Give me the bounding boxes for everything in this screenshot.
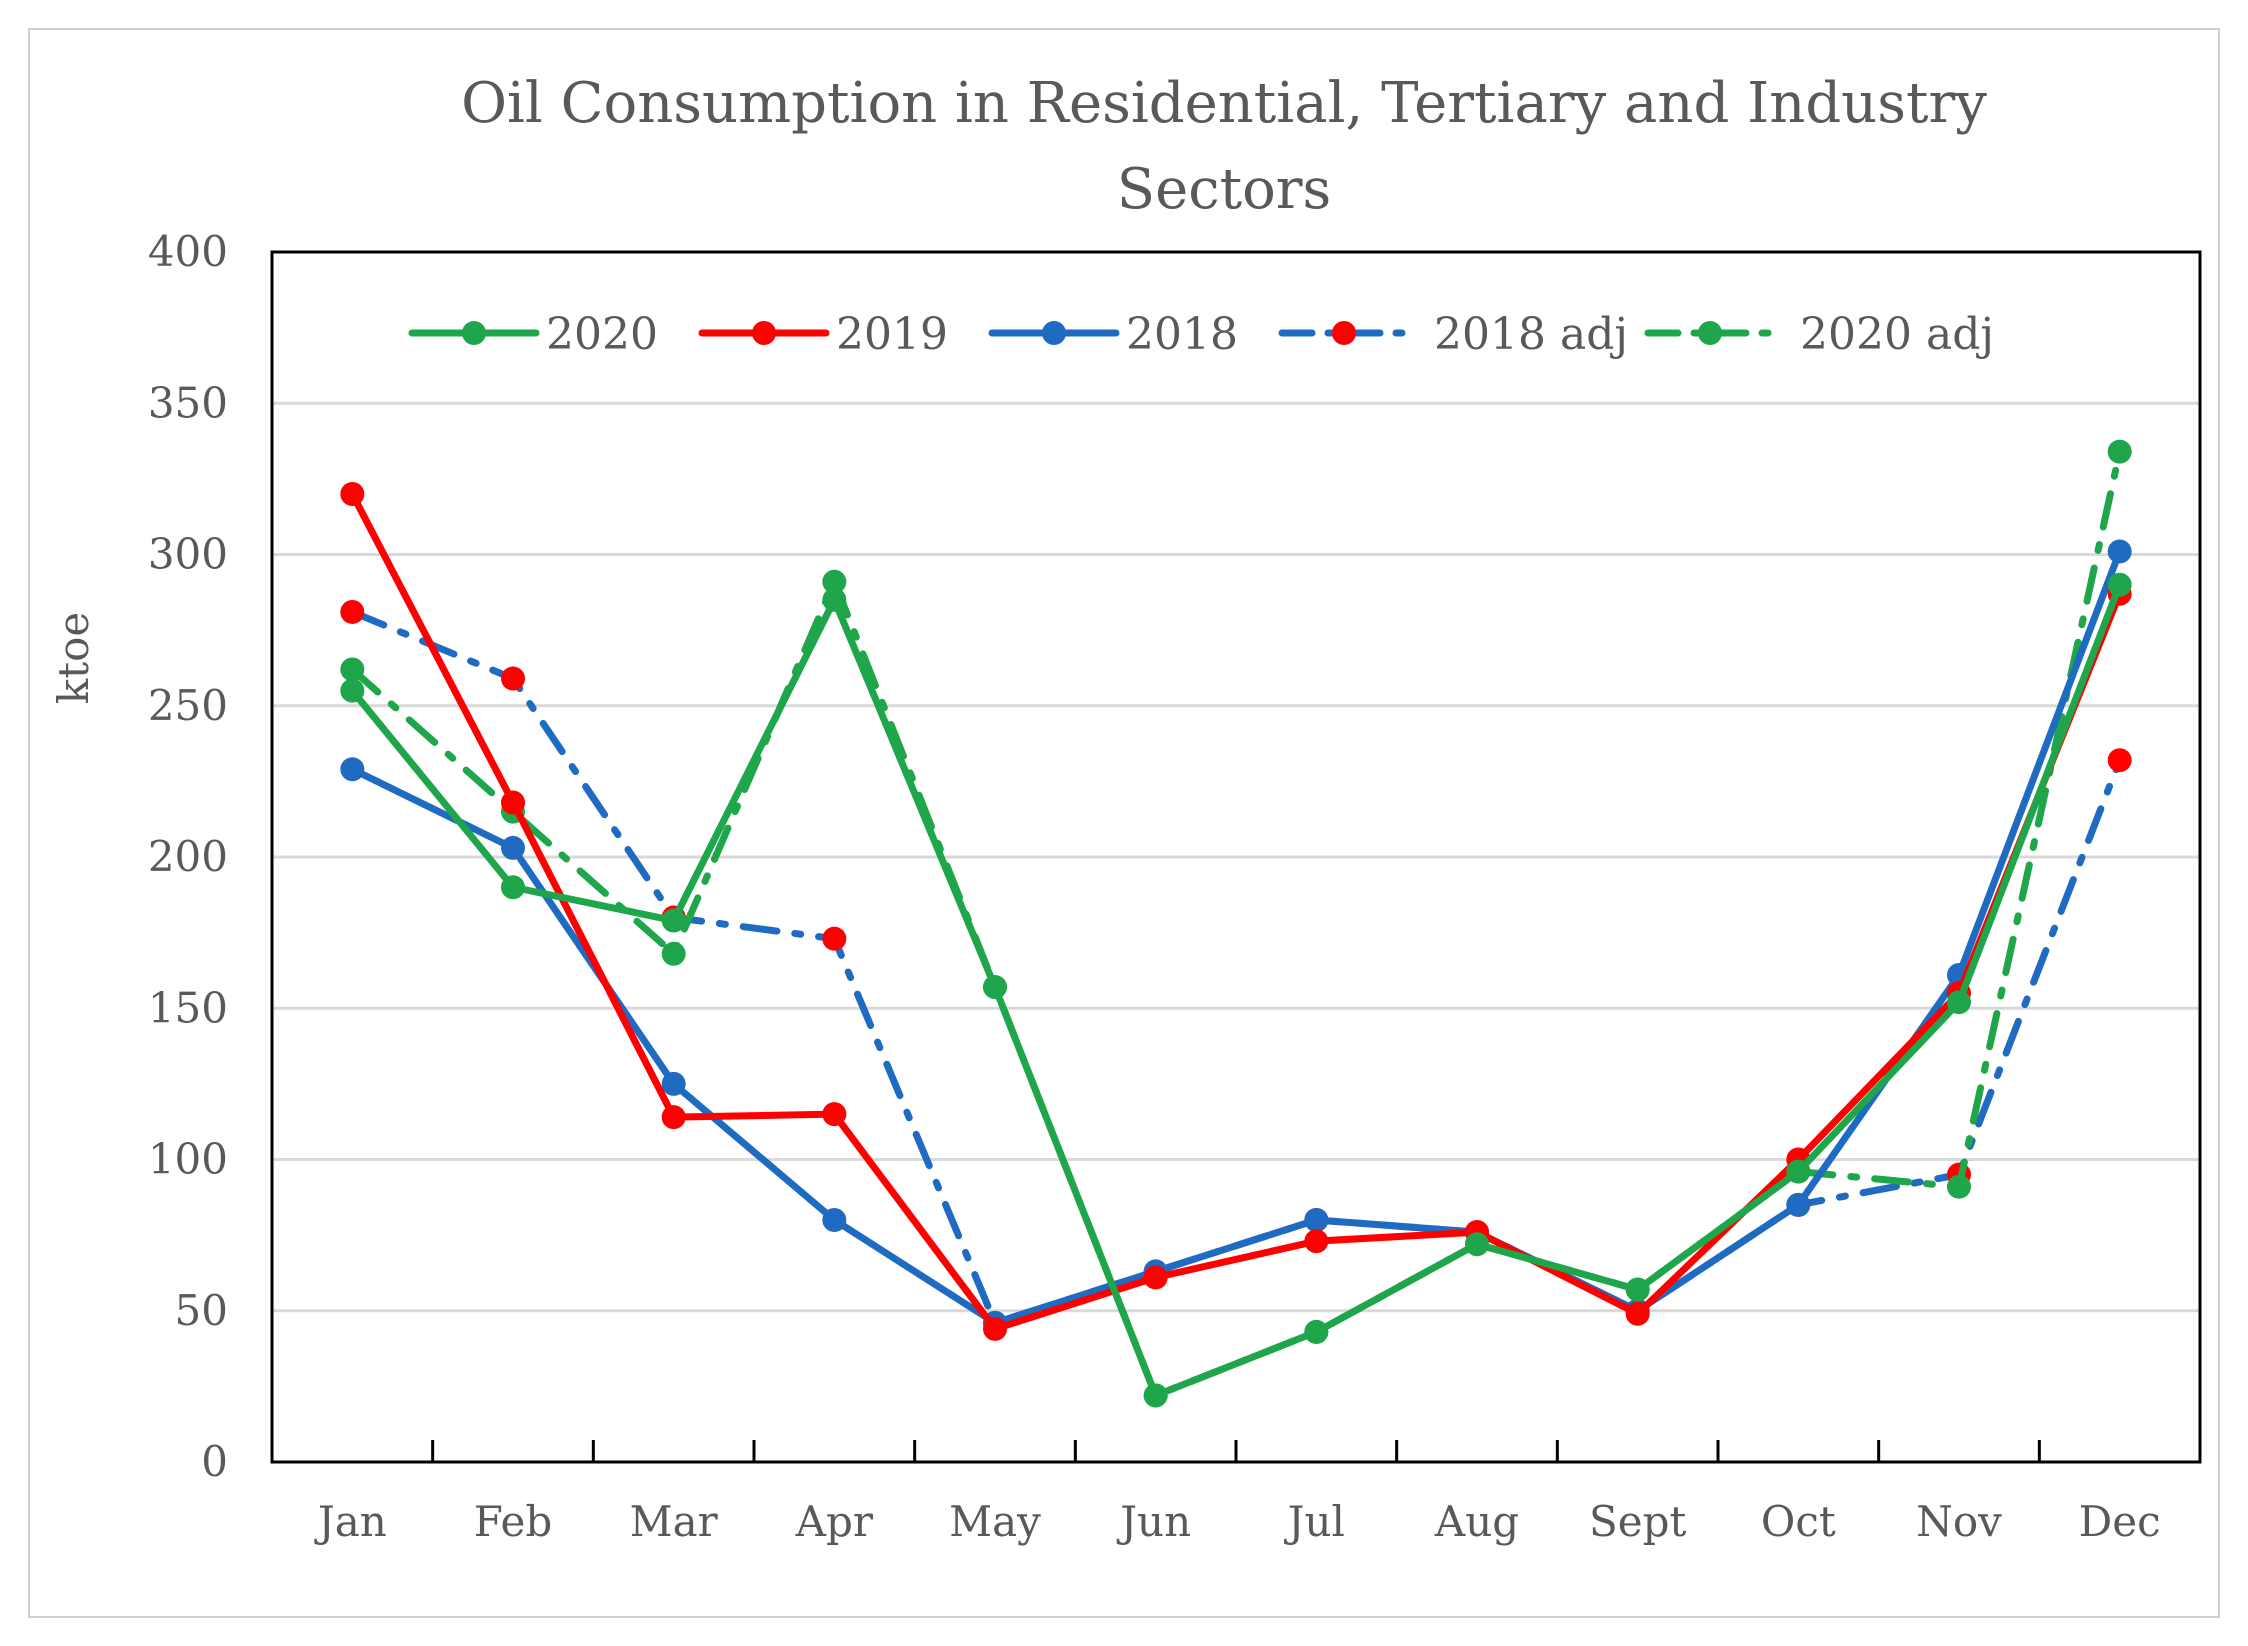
legend-label-2019: 2019 bbox=[836, 309, 948, 360]
data-point-2020-oct bbox=[1786, 1159, 1811, 1184]
legend-marker-2018-adj bbox=[1332, 321, 1356, 345]
data-point-2019-may bbox=[983, 1316, 1007, 1341]
legend-marker-2020 bbox=[462, 321, 486, 345]
data-point-2018-mar bbox=[661, 1071, 686, 1096]
x-tick-label-apr: Apr bbox=[795, 1497, 874, 1546]
data-point-2019-sept bbox=[1625, 1301, 1650, 1326]
legend-item-2019: 2019 bbox=[698, 309, 948, 360]
data-point-2018-adj-dec bbox=[2107, 748, 2132, 773]
data-point-2020-feb bbox=[501, 875, 525, 900]
legend-label-2020: 2020 bbox=[546, 309, 658, 360]
x-tick-label-mar: Mar bbox=[630, 1497, 719, 1546]
legend-marker-2020-adj bbox=[1698, 321, 1722, 345]
y-tick-label-0: 0 bbox=[201, 1437, 228, 1486]
data-point-2020-sept bbox=[1625, 1277, 1650, 1302]
y-tick-label-150: 150 bbox=[148, 983, 228, 1032]
data-point-2020-adj-mar bbox=[661, 941, 686, 966]
x-tick-label-nov: Nov bbox=[1916, 1497, 2002, 1546]
legend-label-2020-adj: 2020 adj bbox=[1800, 309, 1994, 360]
data-point-2018-jul bbox=[1304, 1208, 1329, 1232]
data-point-2020-adj-apr bbox=[822, 569, 847, 594]
series-2019 bbox=[340, 482, 2132, 1341]
series-line-2020-adj bbox=[348, 448, 2124, 1399]
data-point-2018-jan bbox=[340, 757, 365, 782]
data-point-2020-nov bbox=[1947, 990, 1971, 1015]
series-line-2019 bbox=[348, 490, 2124, 1333]
data-point-2019-jul bbox=[1304, 1229, 1329, 1254]
data-point-2020-adj-nov bbox=[1947, 1174, 1971, 1199]
data-point-2020-jan bbox=[340, 678, 365, 703]
axes: 0 50 100 150 200 250 300 350 400 Jan Feb Mar Apr May J… bbox=[148, 227, 2202, 1546]
x-tick-label-jan: Jan bbox=[314, 1497, 387, 1546]
data-point-2019-jan bbox=[340, 482, 365, 506]
data-point-2019-mar bbox=[661, 1105, 686, 1130]
gridlines bbox=[272, 401, 2200, 1313]
x-tick-label-dec: Dec bbox=[2079, 1497, 2161, 1546]
data-point-2018-apr bbox=[822, 1208, 847, 1232]
x-tick-label-jun: Jun bbox=[1116, 1497, 1191, 1546]
data-point-2018-adj-jan bbox=[340, 599, 365, 624]
chart-title-line-1: Oil Consumption in Residential, Tertiary… bbox=[461, 71, 1987, 136]
data-point-2020-may bbox=[983, 975, 1007, 1000]
legend-item-2018: 2018 bbox=[988, 309, 1238, 360]
legend: 2020 2019 2018 2018 adj 2020 adj bbox=[408, 309, 1994, 360]
data-point-2018-feb bbox=[501, 835, 525, 860]
x-tick-label-jul: Jul bbox=[1284, 1497, 1345, 1546]
y-tick-label-400: 400 bbox=[148, 227, 228, 276]
data-point-2020-jun bbox=[1143, 1383, 1168, 1408]
series-group bbox=[340, 439, 2132, 1408]
y-axis-label: ktoe bbox=[49, 612, 98, 704]
y-tick-label-200: 200 bbox=[148, 832, 228, 881]
series-line-2018 bbox=[348, 547, 2124, 1327]
legend-item-2020: 2020 bbox=[408, 309, 658, 360]
x-tick-label-may: May bbox=[949, 1497, 1041, 1546]
y-tick-label-350: 350 bbox=[148, 378, 228, 427]
y-tick-label-300: 300 bbox=[148, 530, 228, 579]
chart-frame bbox=[28, 28, 2220, 1618]
legend-label-2018-adj: 2018 adj bbox=[1434, 309, 1628, 360]
series-2018 bbox=[340, 539, 2132, 1335]
legend-label-2018: 2018 bbox=[1126, 309, 1238, 360]
data-point-2020-adj-jan bbox=[340, 657, 365, 682]
data-point-2019-jun bbox=[1143, 1265, 1168, 1290]
legend-marker-2019 bbox=[752, 321, 776, 345]
data-point-2018-dec bbox=[2107, 539, 2132, 564]
x-tick-label-feb: Feb bbox=[474, 1497, 553, 1546]
data-point-2018-adj-feb bbox=[501, 666, 525, 691]
data-point-2020-adj-dec bbox=[2107, 439, 2132, 464]
x-tick-label-sept: Sept bbox=[1589, 1497, 1687, 1546]
data-point-2020-apr bbox=[822, 587, 847, 612]
data-point-2018-adj-apr bbox=[822, 926, 847, 951]
data-point-2019-apr bbox=[822, 1102, 847, 1127]
y-tick-label-100: 100 bbox=[148, 1135, 228, 1184]
legend-item-2018-adj: 2018 adj bbox=[1278, 309, 1628, 360]
series-2018-adj bbox=[340, 599, 2132, 1335]
legend-marker-2018 bbox=[1042, 321, 1066, 345]
data-point-2018-oct bbox=[1786, 1192, 1811, 1217]
data-point-2020-mar bbox=[661, 908, 686, 933]
y-tick-label-250: 250 bbox=[148, 681, 228, 730]
series-line-2020 bbox=[348, 581, 2124, 1399]
x-tick-label-aug: Aug bbox=[1434, 1497, 1519, 1546]
x-tick-label-oct: Oct bbox=[1761, 1497, 1836, 1546]
y-tick-label-50: 50 bbox=[175, 1286, 228, 1335]
data-point-2020-dec bbox=[2107, 572, 2132, 597]
legend-item-2020-adj: 2020 adj bbox=[1644, 309, 1994, 360]
chart-title-line-2: Sectors bbox=[1117, 157, 1332, 222]
series-2020 bbox=[340, 572, 2132, 1408]
data-point-2020-aug bbox=[1465, 1232, 1489, 1257]
series-line-2018-adj bbox=[348, 608, 2124, 1327]
data-point-2019-feb bbox=[501, 790, 525, 815]
data-point-2020-jul bbox=[1304, 1319, 1329, 1344]
